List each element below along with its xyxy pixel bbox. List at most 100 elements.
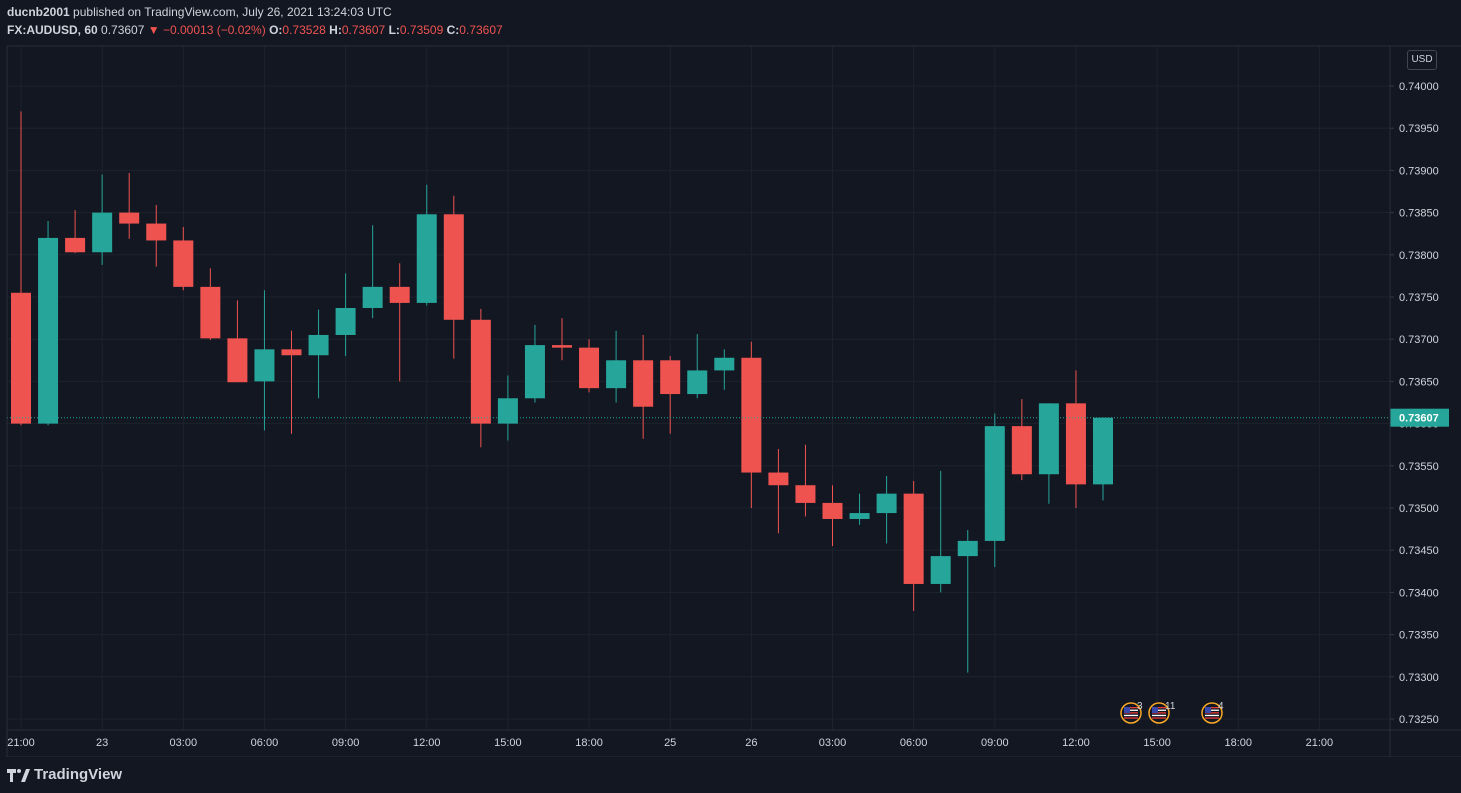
candle-body xyxy=(903,493,924,584)
candle-body xyxy=(660,360,681,395)
candle-bullish[interactable] xyxy=(714,349,735,390)
candles-layer[interactable] xyxy=(11,111,1113,673)
candle-bearish[interactable] xyxy=(11,111,31,426)
candle-bearish[interactable] xyxy=(822,485,843,546)
close-label: C: xyxy=(446,23,460,37)
time-axis[interactable]: 21:00 23 03:00 06:00 09:00 12:00 15:00 18:00 25 2… xyxy=(7,737,1333,749)
event-marker[interactable]: 4 xyxy=(1201,701,1224,724)
candle-bullish[interactable] xyxy=(1093,417,1113,501)
candle-bearish[interactable] xyxy=(768,448,789,534)
candle-bearish[interactable] xyxy=(146,205,167,267)
candle-bearish[interactable] xyxy=(1011,399,1032,481)
candle-body xyxy=(768,472,789,486)
candle-body xyxy=(308,334,329,356)
candle-body xyxy=(633,360,654,407)
candle-bearish[interactable] xyxy=(552,318,572,361)
open-label: O: xyxy=(269,23,283,37)
candle-body xyxy=(11,292,31,424)
low-label: L: xyxy=(388,23,400,37)
last-price-badge xyxy=(1390,408,1449,427)
quote-legend: FX:AUDUSD, 60 0.73607 ▼ −0.00013 (−0.02%… xyxy=(7,23,503,37)
candle-bullish[interactable] xyxy=(416,184,437,306)
time-tick-label: 26 xyxy=(745,737,757,749)
symbol-label[interactable]: FX:AUDUSD, 60 xyxy=(7,23,98,37)
candle-bullish[interactable] xyxy=(38,221,59,426)
currency-badge[interactable]: USD xyxy=(1407,50,1437,70)
last-price-label: 0.73607 xyxy=(1399,413,1439,425)
candle-bullish[interactable] xyxy=(957,529,978,673)
candle-bearish[interactable] xyxy=(903,480,924,611)
candle-body xyxy=(1011,426,1032,475)
author-name[interactable]: ducnb2001 xyxy=(7,5,70,19)
time-tick-label: 03:00 xyxy=(170,737,198,749)
price-tick-label: 0.74000 xyxy=(1399,81,1439,93)
event-count: 3 xyxy=(1137,701,1143,712)
event-marker[interactable]: 3 xyxy=(1120,701,1143,724)
price-tick-label: 0.73950 xyxy=(1399,123,1439,135)
candle-bearish[interactable] xyxy=(1065,370,1086,508)
event-count: 4 xyxy=(1218,701,1224,712)
candle-bullish[interactable] xyxy=(687,334,708,399)
price-tick-label: 0.73350 xyxy=(1399,630,1439,642)
candle-bullish[interactable] xyxy=(606,330,627,403)
candle-bullish[interactable] xyxy=(92,174,113,265)
candle-bullish[interactable] xyxy=(524,324,545,403)
candle-bearish[interactable] xyxy=(65,210,86,254)
candle-bullish[interactable] xyxy=(1038,403,1059,504)
candle-bearish[interactable] xyxy=(443,195,464,359)
candle-bullish[interactable] xyxy=(308,309,329,399)
time-tick-label: 09:00 xyxy=(332,737,360,749)
candle-body xyxy=(714,357,735,371)
candle-bearish[interactable] xyxy=(119,172,140,239)
candle-body xyxy=(227,338,248,383)
tradingview-logo-icon xyxy=(7,768,30,782)
price-axis[interactable]: 0.73250 0.73300 0.73350 0.73400 0.73450 0.735… xyxy=(1390,81,1449,726)
publish-info: ducnb2001 published on TradingView.com, … xyxy=(7,5,392,19)
candle-bullish[interactable] xyxy=(876,475,897,544)
candle-body xyxy=(389,286,410,303)
candle-body xyxy=(38,237,59,424)
candle-bearish[interactable] xyxy=(795,444,816,517)
candle-body xyxy=(524,345,545,399)
us-flag-event-icon xyxy=(1124,707,1138,719)
brand-name: TradingView xyxy=(34,766,123,783)
candle-bullish[interactable] xyxy=(362,225,383,319)
candle-bullish[interactable] xyxy=(497,375,518,441)
candle-bullish[interactable] xyxy=(335,273,356,357)
candle-bearish[interactable] xyxy=(470,308,491,448)
candle-bearish[interactable] xyxy=(660,356,681,434)
economic-events[interactable]: 3 11 4 xyxy=(1120,701,1224,724)
time-tick-label: 23 xyxy=(96,737,108,749)
price-tick-label: 0.73250 xyxy=(1399,714,1439,726)
time-tick-label: 15:00 xyxy=(494,737,522,749)
candle-bearish[interactable] xyxy=(173,226,194,291)
event-marker[interactable]: 11 xyxy=(1148,701,1176,724)
us-flag-event-icon xyxy=(1152,707,1166,719)
candle-bearish[interactable] xyxy=(633,334,654,439)
candle-bullish[interactable] xyxy=(984,413,1005,568)
time-tick-label: 21:00 xyxy=(7,737,35,749)
candle-bullish[interactable] xyxy=(930,470,951,593)
publish-text: published on TradingView.com, July 26, 2… xyxy=(73,5,392,19)
candle-body xyxy=(173,240,194,287)
time-tick-label: 18:00 xyxy=(575,737,603,749)
close-value: 0.73607 xyxy=(459,23,503,37)
candle-body xyxy=(65,237,86,253)
candle-bullish[interactable] xyxy=(254,290,275,431)
time-tick-label: 12:00 xyxy=(413,737,441,749)
candle-bearish[interactable] xyxy=(227,300,248,383)
candle-bearish[interactable] xyxy=(741,341,762,508)
candle-bullish[interactable] xyxy=(849,493,870,525)
candle-bearish[interactable] xyxy=(281,330,302,434)
candle-bearish[interactable] xyxy=(389,263,410,382)
candle-body xyxy=(876,493,897,514)
time-tick-label: 03:00 xyxy=(819,737,847,749)
tradingview-brand[interactable]: TradingView xyxy=(7,766,122,783)
candle-bearish[interactable] xyxy=(579,339,600,393)
candle-body xyxy=(579,347,600,389)
candle-body xyxy=(335,307,356,335)
chart-frame xyxy=(6,45,1461,758)
last-price: 0.73607 xyxy=(101,23,145,37)
candle-bearish[interactable] xyxy=(200,268,221,341)
